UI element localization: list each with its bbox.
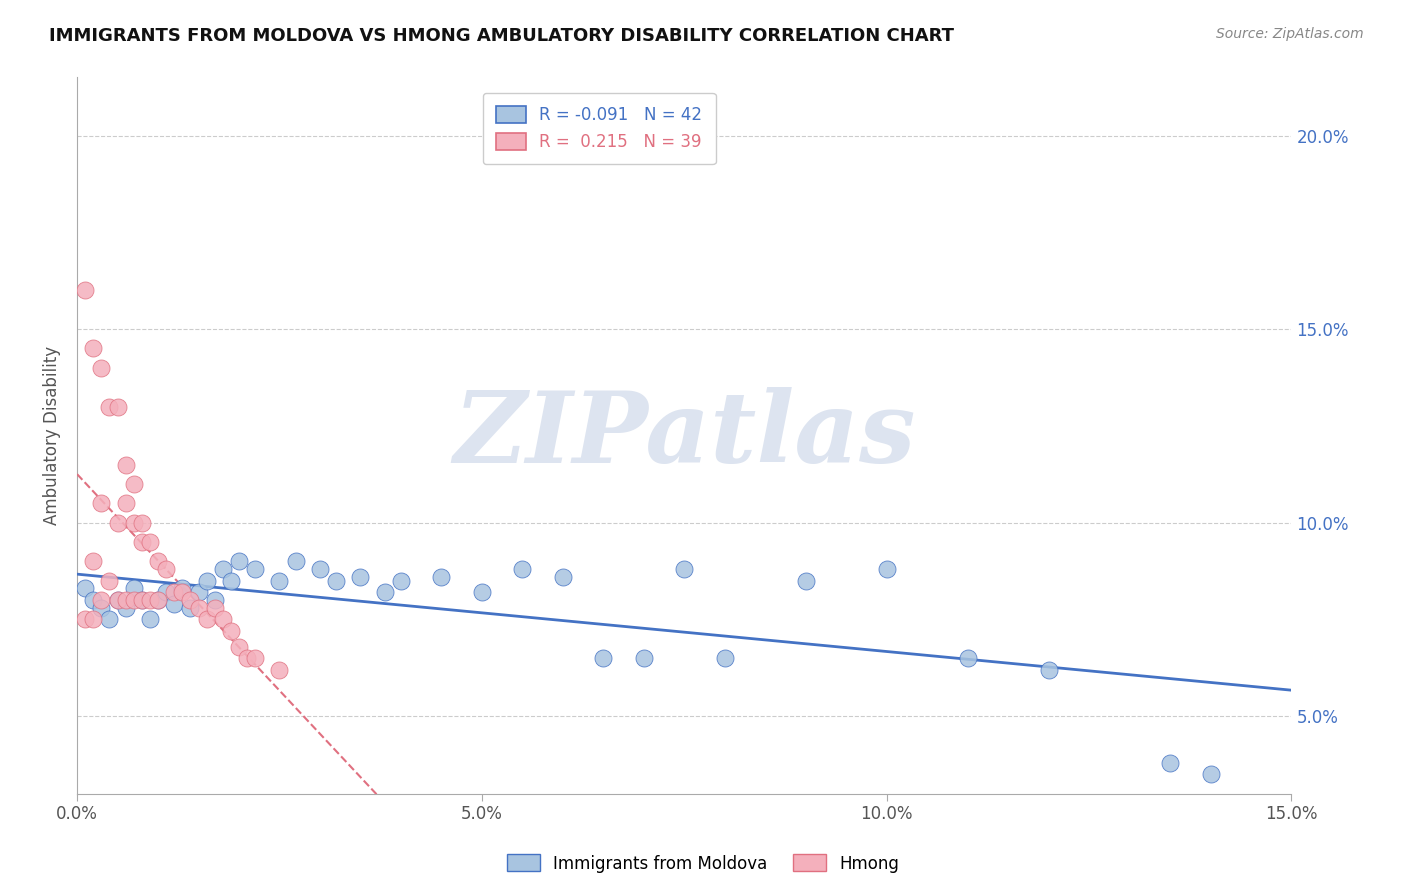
Point <box>236 651 259 665</box>
Point <box>172 582 194 596</box>
Point <box>163 597 186 611</box>
Point <box>98 574 121 588</box>
Point <box>98 612 121 626</box>
Point <box>269 574 291 588</box>
Point <box>75 284 97 298</box>
Point <box>90 593 112 607</box>
Point <box>389 574 412 588</box>
Point <box>139 593 162 607</box>
Point <box>146 554 169 568</box>
Point <box>131 593 153 607</box>
Point <box>195 574 218 588</box>
Point <box>204 600 226 615</box>
Point <box>219 624 242 638</box>
Point <box>114 600 136 615</box>
Point <box>228 554 250 568</box>
Point <box>228 640 250 654</box>
Point <box>512 562 534 576</box>
Point <box>82 593 104 607</box>
Point <box>131 593 153 607</box>
Point <box>374 585 396 599</box>
Point <box>122 593 145 607</box>
Point <box>114 593 136 607</box>
Point <box>211 612 233 626</box>
Point <box>131 535 153 549</box>
Point <box>75 612 97 626</box>
Point <box>713 651 735 665</box>
Text: IMMIGRANTS FROM MOLDOVA VS HMONG AMBULATORY DISABILITY CORRELATION CHART: IMMIGRANTS FROM MOLDOVA VS HMONG AMBULAT… <box>49 27 955 45</box>
Point <box>284 554 307 568</box>
Point <box>155 562 177 576</box>
Point <box>471 585 494 599</box>
Point <box>325 574 347 588</box>
Text: ZIPatlas: ZIPatlas <box>453 387 915 483</box>
Point <box>98 400 121 414</box>
Point <box>107 400 129 414</box>
Point <box>131 516 153 530</box>
Point <box>309 562 332 576</box>
Point <box>107 516 129 530</box>
Point <box>245 562 267 576</box>
Point <box>107 593 129 607</box>
Point <box>956 651 979 665</box>
Legend: R = -0.091   N = 42, R =  0.215   N = 39: R = -0.091 N = 42, R = 0.215 N = 39 <box>482 93 716 164</box>
Point <box>146 593 169 607</box>
Point <box>146 593 169 607</box>
Point <box>90 360 112 375</box>
Point <box>430 570 453 584</box>
Point <box>195 612 218 626</box>
Point <box>179 600 201 615</box>
Point <box>114 458 136 472</box>
Point <box>1199 767 1222 781</box>
Point <box>204 593 226 607</box>
Point <box>1038 663 1060 677</box>
Point <box>592 651 614 665</box>
Point <box>122 582 145 596</box>
Point <box>82 342 104 356</box>
Point <box>122 477 145 491</box>
Point <box>269 663 291 677</box>
Point <box>155 585 177 599</box>
Point <box>114 496 136 510</box>
Point <box>163 585 186 599</box>
Point <box>179 593 201 607</box>
Point <box>794 574 817 588</box>
Point <box>673 562 696 576</box>
Legend: Immigrants from Moldova, Hmong: Immigrants from Moldova, Hmong <box>501 847 905 880</box>
Point <box>82 554 104 568</box>
Point <box>187 600 209 615</box>
Point <box>633 651 655 665</box>
Point <box>876 562 898 576</box>
Point <box>139 612 162 626</box>
Point <box>75 582 97 596</box>
Point <box>107 593 129 607</box>
Point <box>245 651 267 665</box>
Point <box>139 535 162 549</box>
Point <box>219 574 242 588</box>
Point <box>172 585 194 599</box>
Point <box>122 516 145 530</box>
Point <box>90 600 112 615</box>
Point <box>90 496 112 510</box>
Point <box>82 612 104 626</box>
Point <box>211 562 233 576</box>
Point <box>1159 756 1181 770</box>
Y-axis label: Ambulatory Disability: Ambulatory Disability <box>44 346 60 525</box>
Point <box>349 570 371 584</box>
Point <box>187 585 209 599</box>
Text: Source: ZipAtlas.com: Source: ZipAtlas.com <box>1216 27 1364 41</box>
Point <box>551 570 574 584</box>
